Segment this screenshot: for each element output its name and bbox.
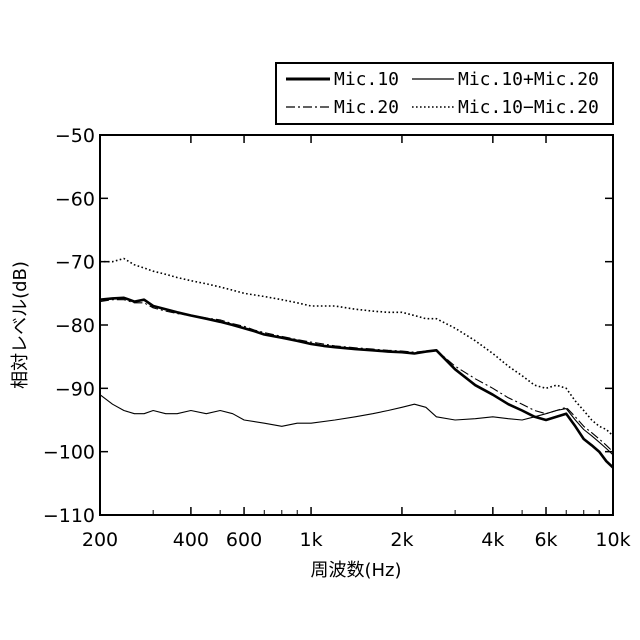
y-tick-label: −60 (55, 188, 95, 210)
x-tick-label: 10k (595, 529, 630, 551)
y-tick-label: −100 (43, 442, 95, 464)
legend-label-mic10-plus-mic20: Mic.10+Mic.20 (458, 69, 599, 90)
y-tick-label: −90 (55, 378, 95, 400)
y-tick-label: −50 (55, 125, 95, 147)
y-axis-label: 相対レベル(dB) (10, 261, 31, 389)
series-line-0 (100, 298, 613, 468)
x-tick-label: 1k (300, 529, 323, 551)
y-tick-label: −110 (43, 505, 95, 527)
series-line-2 (100, 300, 613, 452)
legend-label-mic20: Mic.20 (334, 97, 399, 118)
x-axis-label: 周波数(Hz) (310, 560, 401, 581)
ticks-layer (100, 135, 613, 515)
tick-labels-layer: −50 −60 −70 −80 −90 −100 −110200 400 600 1k 2k 4k 6k… (43, 125, 631, 551)
x-tick-label: 200 (82, 529, 118, 551)
x-tick-label: 2k (390, 529, 413, 551)
legend-label-mic10: Mic.10 (334, 69, 399, 90)
y-tick-label: −80 (55, 315, 95, 337)
series-line-1 (100, 395, 613, 455)
plot-frame (100, 135, 613, 515)
series-line-3 (100, 259, 613, 436)
x-tick-label: 4k (481, 529, 504, 551)
y-tick-label: −70 (55, 252, 95, 274)
legend: Mic.10 Mic.10+Mic.20 Mic.20 Mic.10−Mic.2… (276, 63, 613, 124)
x-tick-label: 6k (534, 529, 557, 551)
x-tick-label: 600 (226, 529, 262, 551)
legend-label-mic10-minus-mic20: Mic.10−Mic.20 (458, 97, 599, 118)
series-layer (100, 259, 613, 468)
x-tick-label: 400 (173, 529, 209, 551)
